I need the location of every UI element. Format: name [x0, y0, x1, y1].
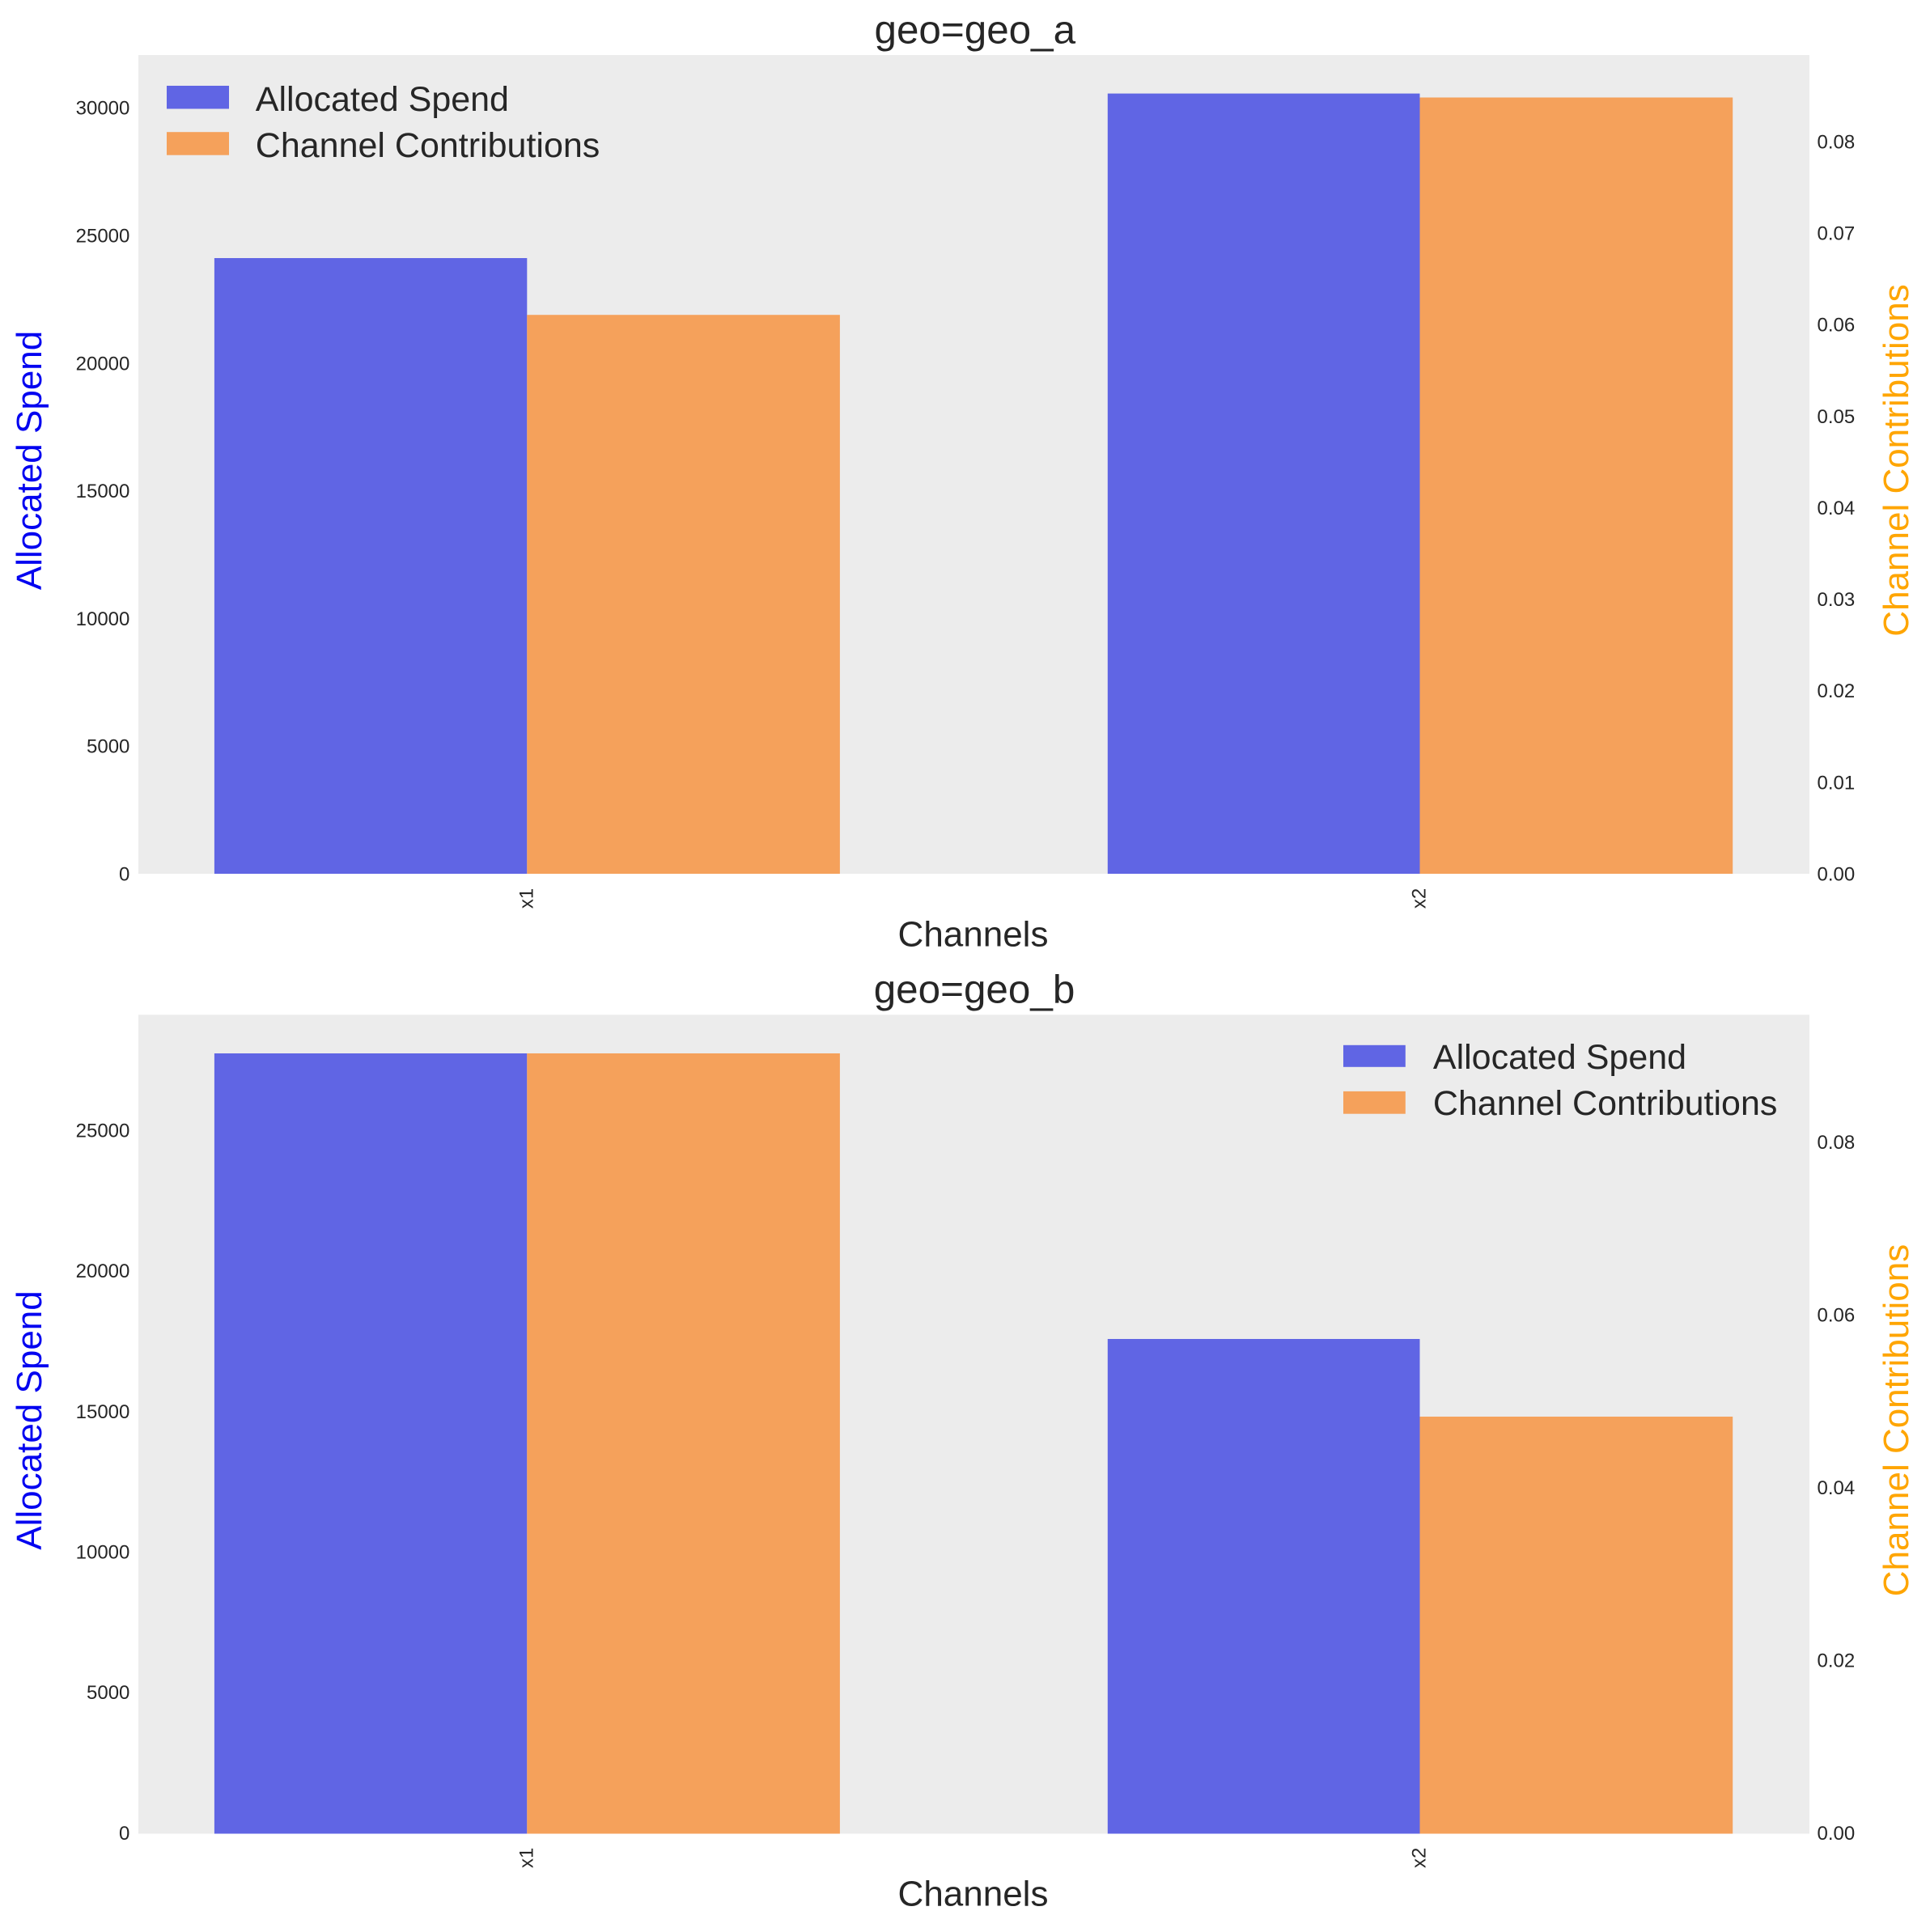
svg-text:10000: 10000	[76, 1542, 130, 1564]
svg-text:0.02: 0.02	[1818, 680, 1856, 702]
svg-text:0.00: 0.00	[1818, 864, 1856, 886]
svg-text:0.07: 0.07	[1818, 223, 1856, 245]
svg-text:x1: x1	[515, 1848, 537, 1868]
svg-text:0.04: 0.04	[1818, 1477, 1856, 1499]
svg-text:Allocated Spend: Allocated Spend	[1433, 1038, 1686, 1077]
svg-text:0.08: 0.08	[1818, 131, 1856, 153]
svg-text:0.02: 0.02	[1818, 1650, 1856, 1671]
svg-text:0.06: 0.06	[1818, 1304, 1856, 1326]
svg-text:geo=geo_b: geo=geo_b	[874, 968, 1075, 1012]
svg-text:15000: 15000	[76, 1401, 130, 1423]
svg-text:0: 0	[119, 864, 129, 886]
svg-text:0.05: 0.05	[1818, 406, 1856, 428]
svg-text:Channel Contributions: Channel Contributions	[1433, 1084, 1777, 1123]
svg-text:0.04: 0.04	[1818, 498, 1856, 519]
svg-text:25000: 25000	[76, 226, 130, 248]
svg-text:20000: 20000	[76, 1260, 130, 1282]
svg-text:x1: x1	[515, 888, 537, 909]
svg-text:25000: 25000	[76, 1121, 130, 1142]
svg-text:10000: 10000	[76, 608, 130, 630]
svg-text:Channel Contributions: Channel Contributions	[256, 126, 600, 165]
svg-text:x2: x2	[1409, 888, 1431, 909]
svg-text:0.08: 0.08	[1818, 1132, 1856, 1154]
svg-text:Allocated Spend: Allocated Spend	[256, 80, 509, 119]
svg-text:20000: 20000	[76, 353, 130, 375]
svg-text:Allocated Spend: Allocated Spend	[10, 1290, 49, 1549]
svg-text:30000: 30000	[76, 98, 130, 120]
svg-text:5000: 5000	[87, 736, 129, 758]
svg-text:geo=geo_a: geo=geo_a	[875, 7, 1076, 52]
svg-text:Channels: Channels	[898, 1874, 1049, 1913]
svg-text:Channel Contributions: Channel Contributions	[1877, 284, 1916, 636]
svg-text:Channel Contributions: Channel Contributions	[1877, 1244, 1916, 1596]
svg-text:0.01: 0.01	[1818, 772, 1856, 794]
svg-text:0: 0	[119, 1823, 129, 1845]
svg-text:0.06: 0.06	[1818, 315, 1856, 337]
svg-text:Channels: Channels	[898, 915, 1049, 955]
svg-text:15000: 15000	[76, 481, 130, 502]
svg-text:0.00: 0.00	[1818, 1823, 1856, 1845]
svg-text:5000: 5000	[87, 1682, 129, 1704]
svg-text:x2: x2	[1409, 1848, 1431, 1868]
svg-text:0.03: 0.03	[1818, 589, 1856, 611]
svg-text:Allocated Spend: Allocated Spend	[10, 331, 49, 590]
